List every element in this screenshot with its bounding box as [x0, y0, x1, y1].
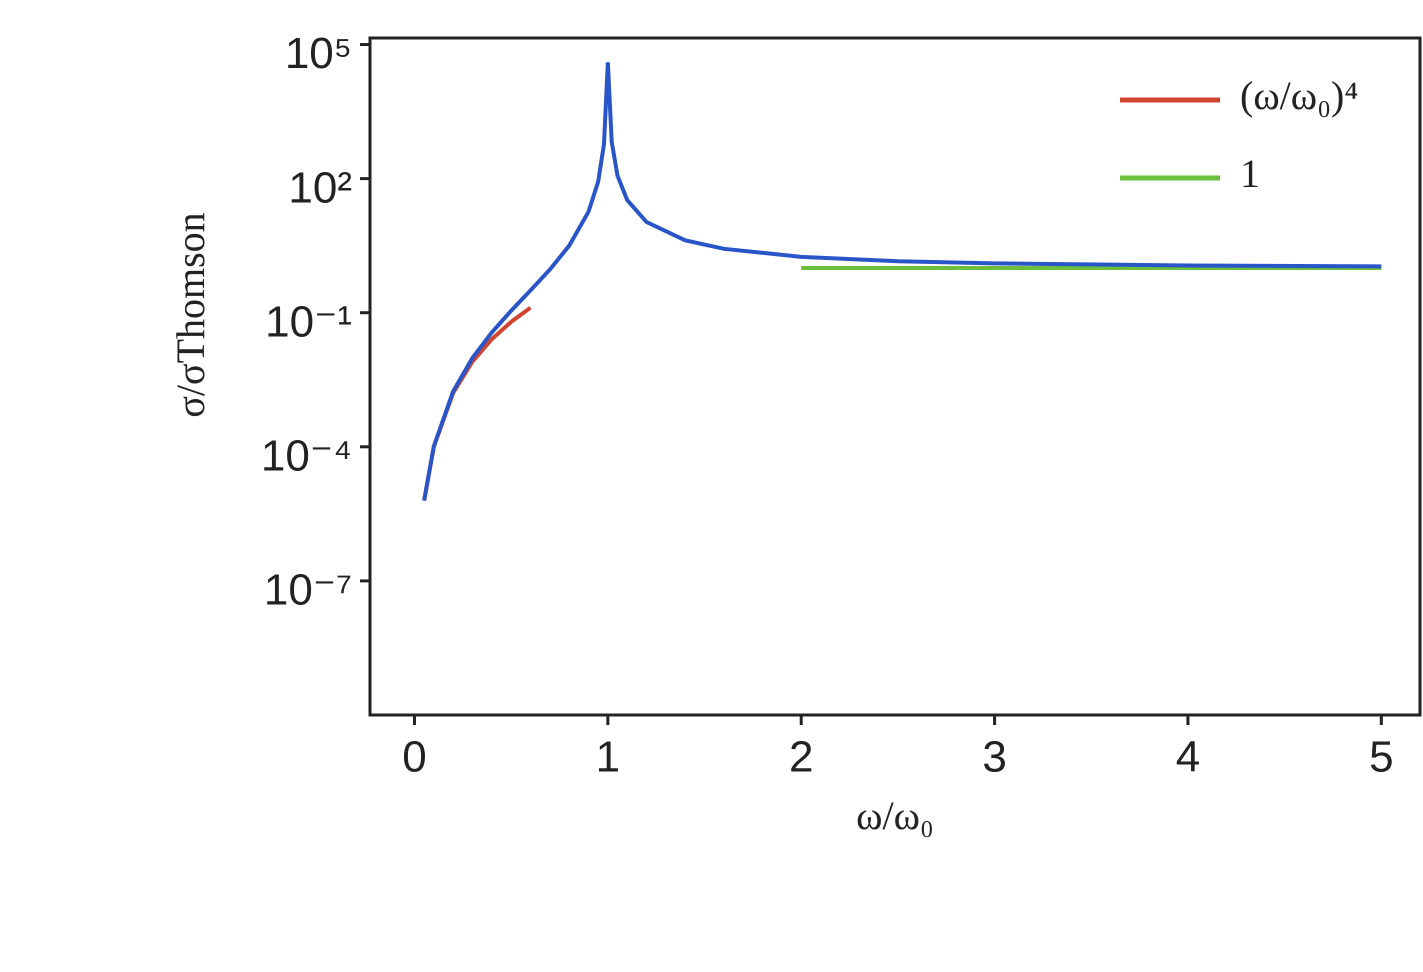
y-tick-label: 10⁻⁷	[264, 566, 352, 615]
y-axis-label: σ/σThomson	[168, 212, 213, 417]
series-line	[424, 62, 1381, 500]
series-line	[424, 308, 530, 501]
x-tick-label: 5	[1369, 733, 1393, 782]
x-tick-label: 4	[1176, 733, 1200, 782]
y-tick-label: 10⁻⁴	[261, 431, 352, 480]
legend-label: (ω/ω₀)⁴	[1240, 73, 1358, 118]
x-tick-label: 0	[402, 733, 426, 782]
y-tick-label: 10⁵	[285, 29, 352, 78]
plot-frame	[370, 38, 1420, 715]
y-tick-label: 10⁻¹	[265, 297, 352, 346]
chart: ω/ω₀ σ/σThomson 0 1 2 3 4 5 10⁻⁷ 10⁻⁴ 10⁻¹ 10² 10⁵…	[0, 0, 1423, 972]
x-tick-label: 2	[789, 733, 813, 782]
y-tick-label: 10²	[288, 163, 352, 212]
x-tick-label: 1	[596, 733, 620, 782]
legend-label: 1	[1240, 151, 1260, 196]
x-axis-label: ω/ω₀	[856, 793, 934, 838]
page: {"chart_data": {"type": "line", "xlabel"…	[0, 0, 1423, 972]
x-tick-label: 3	[982, 733, 1006, 782]
